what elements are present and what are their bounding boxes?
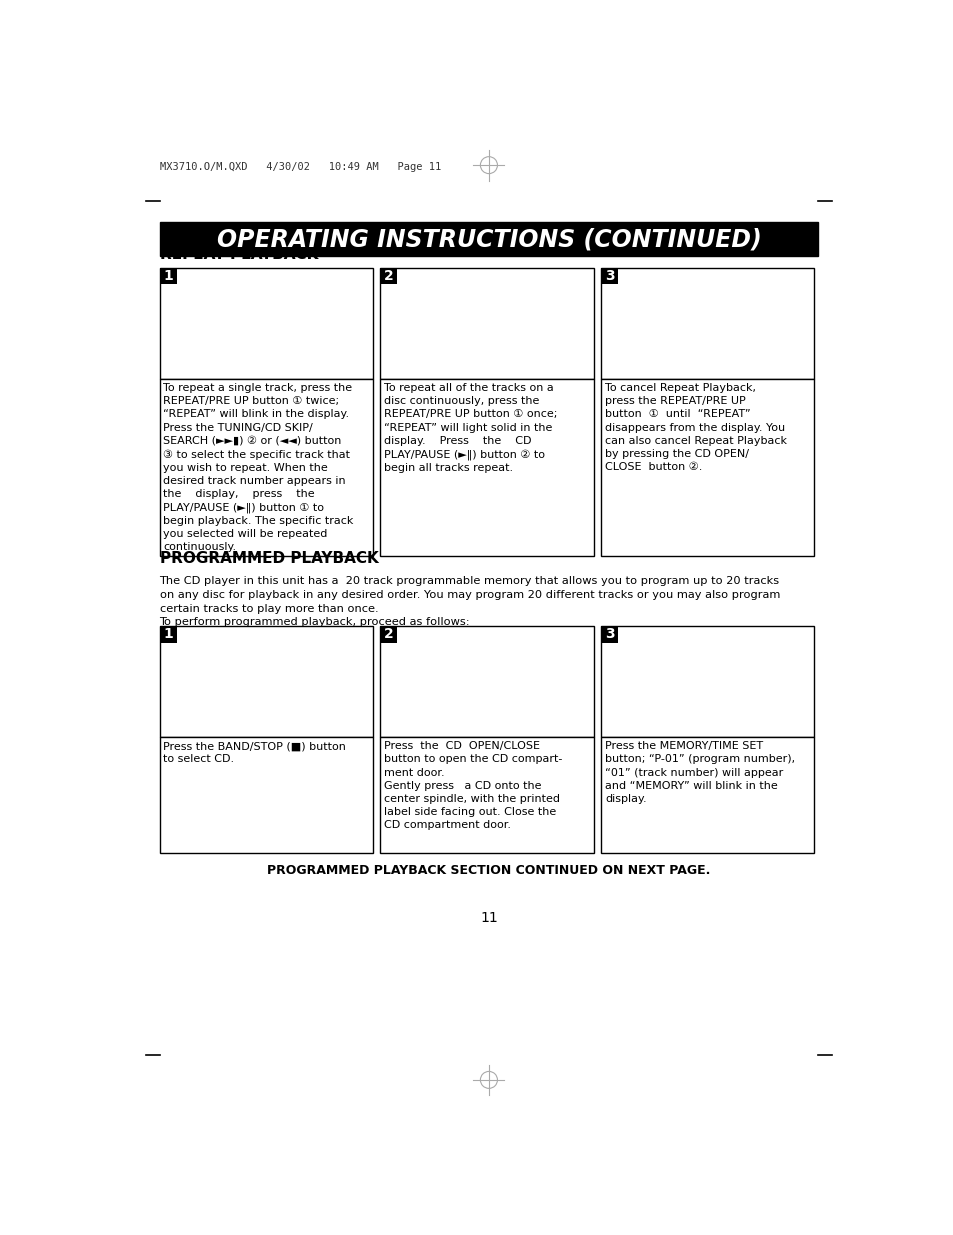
Text: To cancel Repeat Playback,
press the REPEAT/PRE UP
button  ①  until  “REPEAT”
di: To cancel Repeat Playback, press the REP… [604,383,786,472]
Bar [600,626,618,642]
Text: MX3710.O/M.QXD   4/30/02   10:49 AM   Page 11: MX3710.O/M.QXD 4/30/02 10:49 AM Page 11 [159,162,440,172]
Bar [380,379,593,556]
Text: To repeat all of the tracks on a
disc continuously, press the
REPEAT/PRE UP butt: To repeat all of the tracks on a disc co… [384,383,558,473]
Bar [600,379,814,556]
Bar [159,626,176,642]
Bar [159,379,373,556]
Bar [600,268,618,284]
Text: 2: 2 [384,269,394,283]
Bar [380,626,397,642]
Text: Press  the  CD  OPEN/CLOSE
button to open the CD compart-
ment door.
Gently pres: Press the CD OPEN/CLOSE button to open t… [384,741,562,830]
Text: Press the BAND/STOP (■) button
to select CD.: Press the BAND/STOP (■) button to select… [163,741,346,764]
Bar [159,268,373,379]
Bar [600,737,814,852]
Bar [159,737,373,852]
Text: OPERATING INSTRUCTIONS (CONTINUED): OPERATING INSTRUCTIONS (CONTINUED) [216,227,760,251]
Text: 1: 1 [163,269,172,283]
Bar [380,737,593,852]
Text: 2: 2 [384,627,394,641]
Text: REPEAT PLAYBACK: REPEAT PLAYBACK [159,247,317,262]
Text: 11: 11 [479,910,497,925]
Text: PROGRAMMED PLAYBACK: PROGRAMMED PLAYBACK [159,551,378,566]
Bar [380,268,397,284]
Text: The CD player in this unit has a  20 track programmable memory that allows you t: The CD player in this unit has a 20 trac… [159,577,780,627]
Text: 3: 3 [604,627,614,641]
Bar [600,626,814,737]
Text: 3: 3 [604,269,614,283]
Text: PROGRAMMED PLAYBACK SECTION CONTINUED ON NEXT PAGE.: PROGRAMMED PLAYBACK SECTION CONTINUED ON… [267,864,710,877]
Bar [380,268,593,379]
Bar [600,268,814,379]
Bar [159,222,818,256]
Bar [380,626,593,737]
Bar [159,268,176,284]
Text: To repeat a single track, press the
REPEAT/PRE UP button ① twice;
“REPEAT” will : To repeat a single track, press the REPE… [163,383,354,552]
Text: Press the MEMORY/TIME SET
button; “P-01” (program number),
“01” (track number) w: Press the MEMORY/TIME SET button; “P-01”… [604,741,795,804]
Text: 1: 1 [163,627,172,641]
Bar [159,626,373,737]
